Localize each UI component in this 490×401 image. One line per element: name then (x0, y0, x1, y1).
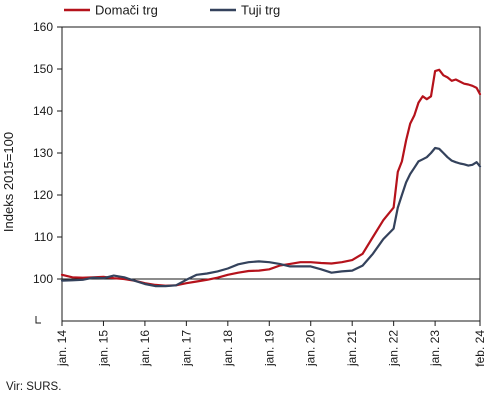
x-axis: jan. 14 jan. 15 jan. 16 jan. 17 jan. 18 jan. … (55, 321, 487, 367)
x-tick-label: jan. 17 (179, 330, 193, 367)
y-axis-title: Indeks 2015=100 (1, 132, 16, 232)
plot-area (61, 26, 481, 322)
x-tick-label: jan. 21 (345, 330, 359, 367)
y-tick-label: 120 (33, 188, 53, 202)
y-tick-label: 140 (33, 104, 53, 118)
x-tick-label: jan. 15 (96, 330, 110, 367)
x-tick-label: jan. 20 (304, 330, 318, 367)
legend: Domači trg Tuji trg (64, 3, 280, 18)
legend-label: Tuji trg (241, 3, 280, 18)
axis-break-mark (35, 316, 41, 324)
y-tick-label: 100 (33, 272, 53, 286)
x-tick-label: jan. 23 (428, 330, 442, 367)
x-tick-label: jan. 14 (55, 330, 69, 367)
x-tick-label: jan. 22 (387, 330, 401, 367)
source-note: Vir: SURS. (6, 381, 62, 393)
series-line-tuji-trg (60, 146, 482, 288)
x-tick-label: jan. 16 (138, 330, 152, 367)
y-tick-label: 110 (34, 230, 53, 244)
y-tick-label: 150 (33, 62, 53, 76)
plot-border (61, 26, 481, 322)
x-tick-label: jan. 18 (221, 330, 235, 367)
series-layer (60, 68, 482, 288)
series-line-domaci-trg (60, 68, 482, 287)
x-tick-label: feb. 24 (473, 330, 487, 367)
y-tick-label: 160 (33, 20, 53, 34)
legend-label: Domači trg (95, 3, 158, 18)
y-tick-label: 130 (33, 146, 53, 160)
x-tick-label: jan. 19 (262, 330, 276, 367)
